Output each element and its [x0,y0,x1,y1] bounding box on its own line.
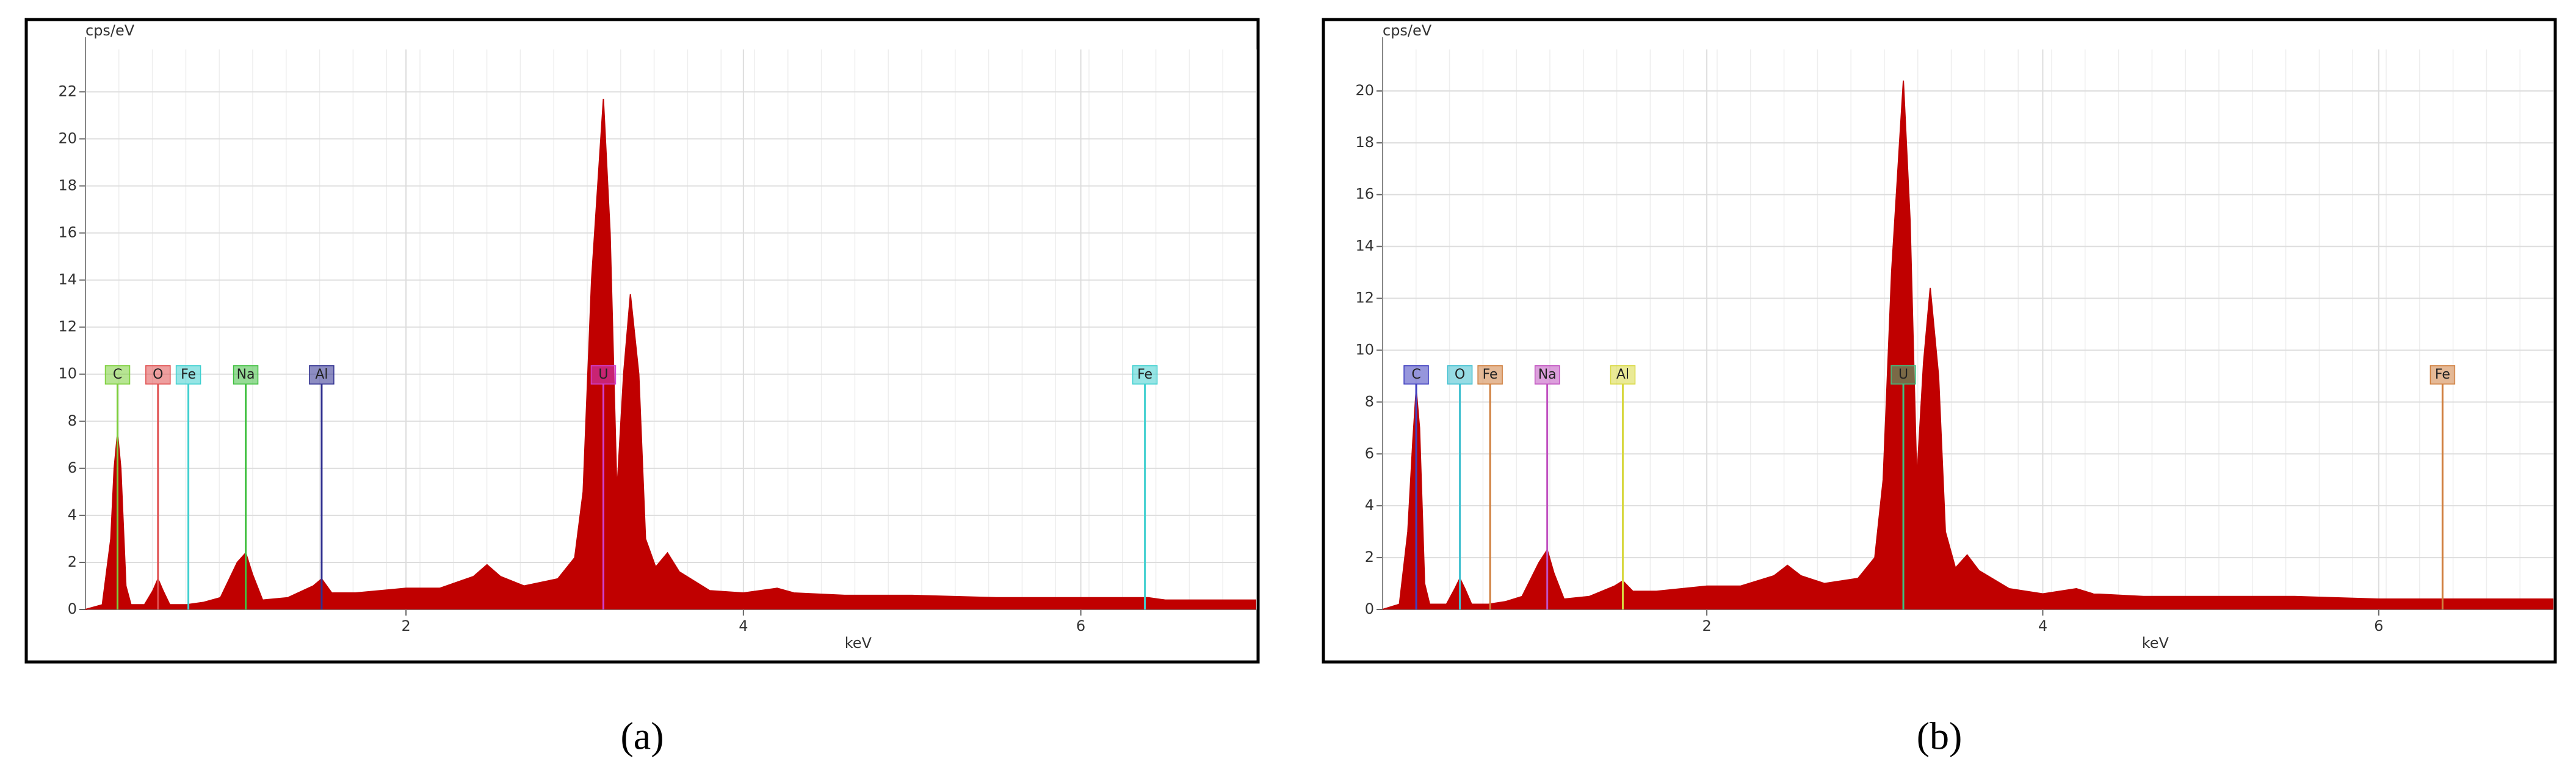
y-tick-label: 4 [1365,496,1374,514]
y-tick-label: 8 [1365,393,1374,410]
element-label: C [1411,367,1420,382]
y-tick-label: 4 [68,506,77,523]
element-tag [1403,365,1429,385]
y-tick-label: 6 [68,459,77,476]
element-tag [145,365,171,385]
x-tick-label: 6 [2374,617,2383,634]
x-axis-label: keV [845,634,872,652]
x-tick-label: 2 [401,617,410,634]
element-label: U [598,367,608,382]
element-label: Al [1616,367,1629,382]
y-tick-label: 22 [58,82,77,100]
element-tag [309,365,335,385]
y-tick-label: 16 [1355,186,1374,203]
element-tag [590,365,617,385]
caption: (b) [1917,714,1963,758]
element-tag [1447,365,1473,385]
y-tick-label: 6 [1365,445,1374,462]
element-label: O [1455,367,1465,382]
y-tick-label: 2 [68,553,77,570]
element-tag [1534,365,1560,385]
element-label: Fe [2435,367,2450,382]
element-tag [1477,365,1503,385]
x-tick-label: 4 [739,617,748,634]
element-label: Na [1538,367,1557,382]
panel: 0 2 4 6 8 10 12 14 16 18 20 2 4 6 C O Fe Na Al U Fe cps/eV keV… [1322,18,2557,758]
spectrum-line [85,98,1256,610]
spectrum-line [1382,80,2553,610]
y-tick-label: 8 [68,412,77,429]
element-tag [1610,365,1636,385]
y-axis-label: cps/eV [1383,22,1432,39]
element-label: Fe [181,367,196,382]
element-label: C [113,367,122,382]
y-tick-label: 18 [1355,134,1374,151]
y-tick-label: 10 [58,365,77,382]
y-axis-label: cps/eV [85,22,135,39]
element-tag [1890,365,1916,385]
y-tick-label: 12 [58,318,77,335]
element-tag [175,365,201,385]
element-label: Na [237,367,255,382]
y-tick-label: 16 [58,224,77,241]
y-tick-label: 20 [58,129,77,147]
y-tick-label: 12 [1355,289,1374,307]
element-label: Al [315,367,328,382]
element-tag [1132,365,1158,385]
caption: (a) [620,714,664,758]
y-tick-label: 14 [58,271,77,288]
y-tick-label: 0 [68,600,77,617]
y-tick-label: 14 [1355,238,1374,255]
x-tick-label: 4 [2038,617,2047,634]
y-tick-label: 10 [1355,341,1374,358]
x-axis-label: keV [2142,634,2169,652]
y-tick-label: 18 [58,176,77,194]
element-label: U [1898,367,1908,382]
element-label: O [153,367,163,382]
y-tick-label: 2 [1365,548,1374,565]
x-tick-label: 6 [1076,617,1085,634]
element-tag [2429,365,2456,385]
y-tick-label: 20 [1355,82,1374,99]
element-label: Fe [1137,367,1152,382]
element-label: Fe [1483,367,1498,382]
x-tick-label: 2 [1702,617,1711,634]
y-tick-label: 0 [1365,600,1374,617]
element-tag [104,365,131,385]
element-tag [233,365,259,385]
